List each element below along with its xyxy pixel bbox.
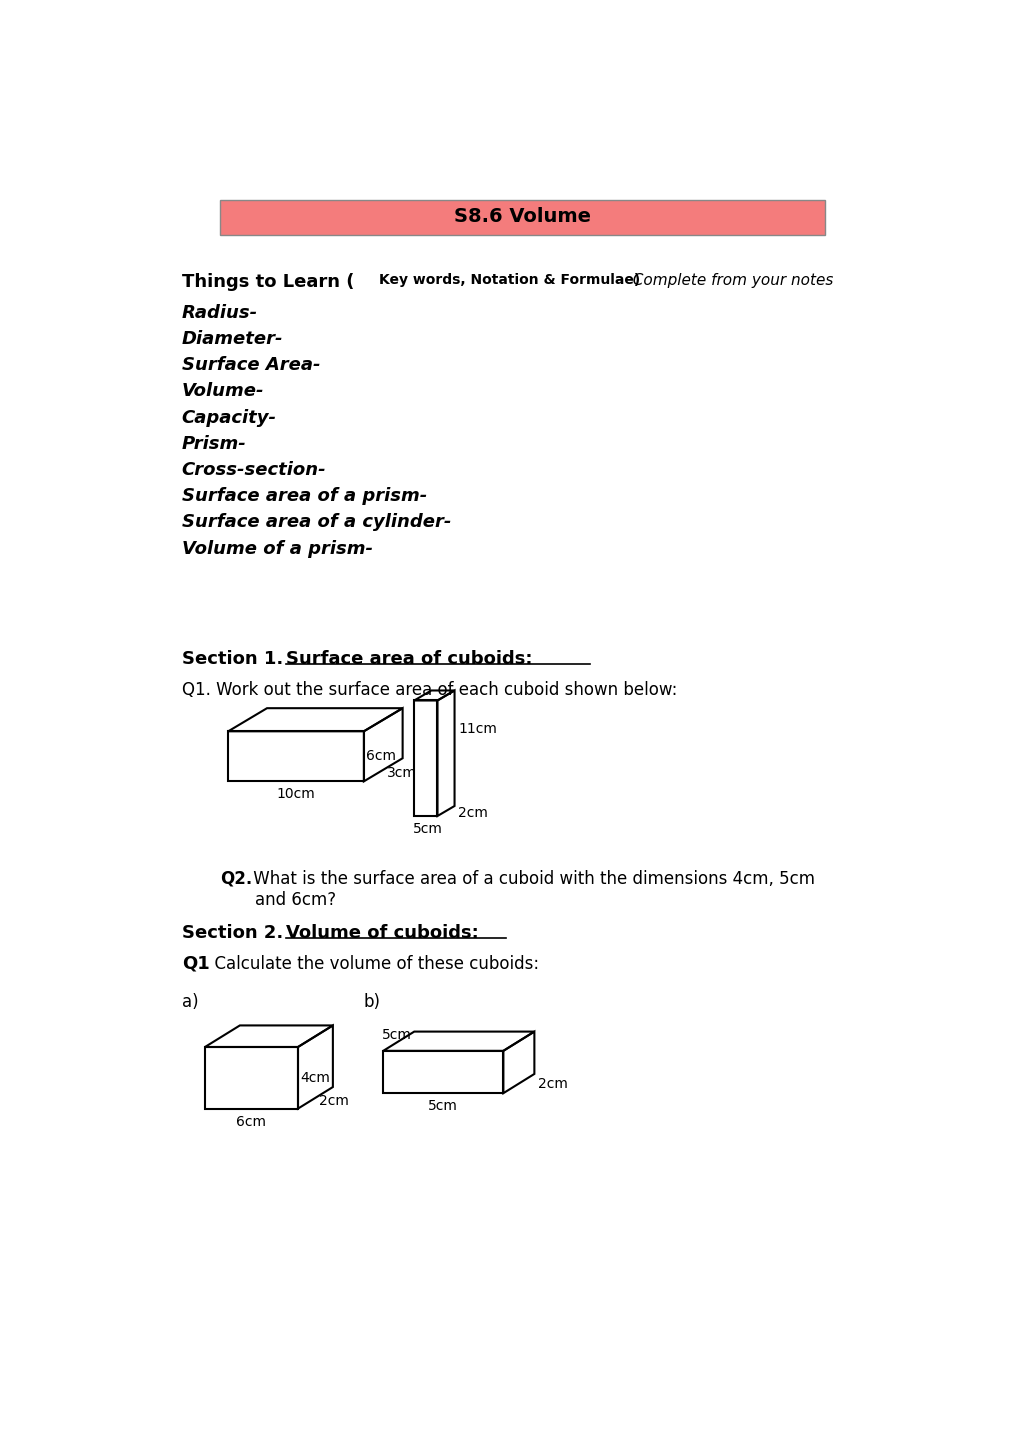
Text: Volume of cuboids:: Volume of cuboids:: [286, 924, 479, 942]
Text: and 6cm?: and 6cm?: [255, 891, 336, 910]
Text: Radius-: Radius-: [181, 304, 258, 322]
Text: 5cm: 5cm: [428, 1099, 458, 1113]
Text: Diameter-: Diameter-: [181, 330, 283, 348]
Text: Cross-section-: Cross-section-: [181, 461, 326, 479]
Text: a): a): [181, 994, 198, 1011]
Text: 11cm: 11cm: [458, 722, 497, 737]
Text: 2cm: 2cm: [458, 806, 488, 819]
Text: S8.6 Volume: S8.6 Volume: [453, 208, 591, 226]
Text: Volume of a prism-: Volume of a prism-: [181, 539, 372, 558]
Text: 3cm: 3cm: [387, 766, 417, 780]
Text: . Calculate the volume of these cuboids:: . Calculate the volume of these cuboids:: [204, 955, 539, 972]
Text: Surface area of cuboids:: Surface area of cuboids:: [286, 650, 532, 669]
Text: 5cm: 5cm: [413, 822, 442, 836]
Text: Surface Area-: Surface Area-: [181, 356, 320, 375]
Text: Q1. Work out the surface area of each cuboid shown below:: Q1. Work out the surface area of each cu…: [181, 681, 677, 699]
Text: 10cm: 10cm: [276, 787, 315, 802]
Text: Surface area of a cylinder-: Surface area of a cylinder-: [181, 513, 450, 532]
Text: 6cm: 6cm: [366, 750, 395, 763]
Text: 2cm: 2cm: [538, 1077, 568, 1090]
Text: Prism-: Prism-: [181, 435, 247, 453]
Text: Things to Learn (: Things to Learn (: [181, 273, 354, 291]
Text: Q1: Q1: [181, 955, 209, 972]
FancyBboxPatch shape: [220, 200, 824, 235]
Text: What is the surface area of a cuboid with the dimensions 4cm, 5cm: What is the surface area of a cuboid wit…: [248, 870, 814, 888]
Text: 2cm: 2cm: [319, 1094, 348, 1107]
Text: Capacity-: Capacity-: [181, 408, 276, 427]
Text: b): b): [364, 994, 380, 1011]
Text: Section 2.: Section 2.: [181, 924, 296, 942]
Text: Key words, Notation & Formulae): Key words, Notation & Formulae): [379, 273, 640, 287]
Text: 4cm: 4cm: [300, 1071, 330, 1084]
Text: Surface area of a prism-: Surface area of a prism-: [181, 487, 427, 505]
Text: Complete from your notes: Complete from your notes: [623, 273, 834, 288]
Text: Section 1.: Section 1.: [181, 650, 296, 669]
Text: Q2.: Q2.: [220, 870, 253, 888]
Text: 5cm: 5cm: [381, 1028, 412, 1041]
Text: 6cm: 6cm: [236, 1115, 266, 1129]
Text: Volume-: Volume-: [181, 382, 264, 401]
